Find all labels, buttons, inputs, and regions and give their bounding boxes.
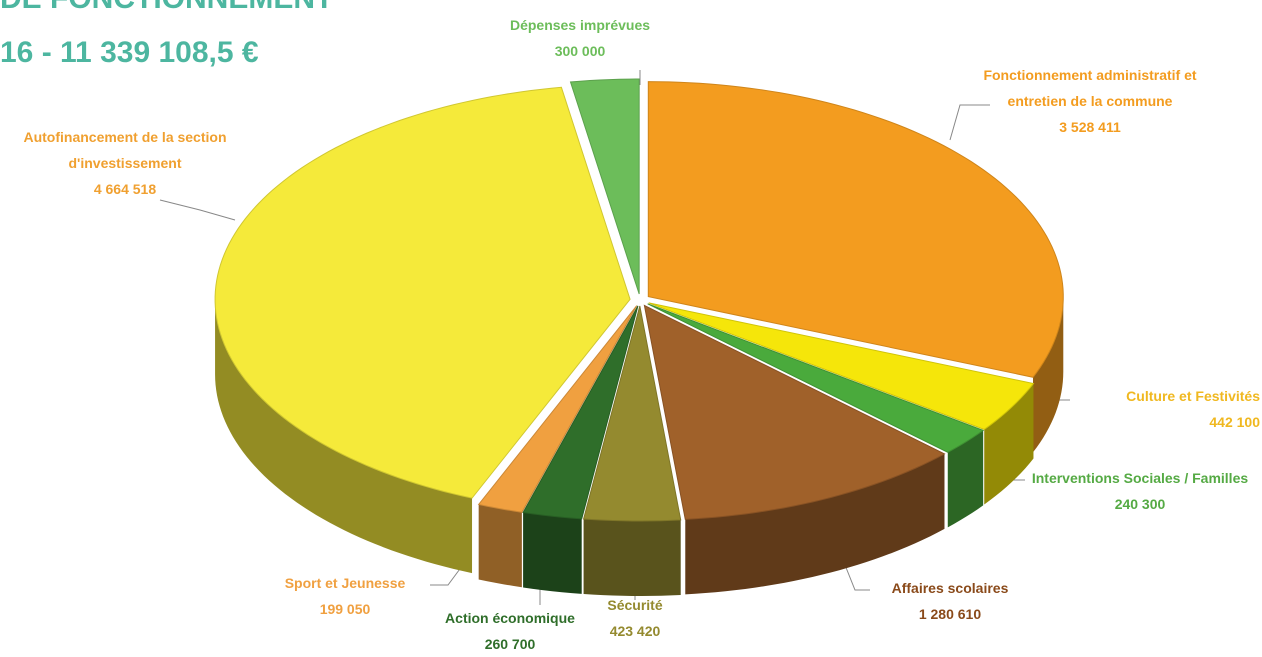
data-label: Autofinancement de la section d'investis… <box>0 124 250 202</box>
slice-side <box>583 519 681 596</box>
slice-side <box>1033 296 1064 453</box>
slice-side <box>478 504 522 588</box>
leader-line <box>159 199 236 221</box>
slice <box>569 78 640 295</box>
value-label: 4 664 518 <box>93 181 157 197</box>
category-label: Interventions Sociales / Familles <box>1031 470 1249 486</box>
leader-line <box>949 104 990 141</box>
slice <box>647 81 1064 378</box>
slice-side <box>984 383 1034 505</box>
slice <box>477 305 638 513</box>
category-label: Culture et Festivités <box>1126 388 1260 404</box>
value-label: 240 300 <box>1114 496 1166 512</box>
data-label: Sécurité 423 420 <box>585 592 685 644</box>
value-label: 442 100 <box>1209 414 1260 430</box>
data-label: Culture et Festivités 442 100 <box>1060 383 1260 435</box>
chart-subtitle: 16 - 11 339 108,5 € <box>0 36 259 69</box>
value-label: 3 528 411 <box>1059 119 1121 135</box>
slice-side <box>947 430 984 528</box>
slice-side <box>685 453 945 595</box>
category-label: Sport et Jeunesse <box>284 575 406 591</box>
data-label: Sport et Jeunesse 199 050 <box>245 570 445 622</box>
category-label: Sécurité <box>607 597 663 613</box>
slice <box>582 305 682 522</box>
data-label: Affaires scolaires 1 280 610 <box>850 575 1050 627</box>
data-label: Action économique 260 700 <box>405 605 615 657</box>
category-label: Dépenses imprévues <box>509 17 651 33</box>
slice <box>214 86 631 499</box>
slice-side <box>215 299 473 574</box>
data-label: Interventions Sociales / Familles 240 300 <box>1020 465 1260 517</box>
slice <box>643 304 946 520</box>
value-label: 1 280 610 <box>918 606 982 622</box>
leader-line <box>844 564 870 591</box>
chart-title: DE FONCTIONNEMENT <box>0 0 333 16</box>
slice <box>522 305 639 520</box>
data-label: Fonctionnement administratif et entretie… <box>975 62 1205 140</box>
value-label: 423 420 <box>609 623 661 639</box>
value-label: 300 000 <box>554 43 606 59</box>
category-label: Action économique <box>445 610 575 626</box>
value-label: 260 700 <box>484 636 536 652</box>
slice <box>648 302 1035 431</box>
data-label: Dépenses imprévues 300 000 <box>470 12 690 64</box>
slice <box>647 303 985 453</box>
category-label: Autofinancement de la section d'investis… <box>23 129 227 171</box>
category-label: Affaires scolaires <box>891 580 1009 596</box>
value-label: 199 050 <box>319 601 371 617</box>
slice-side <box>523 512 582 594</box>
category-label: Fonctionnement administratif et entretie… <box>983 67 1197 109</box>
